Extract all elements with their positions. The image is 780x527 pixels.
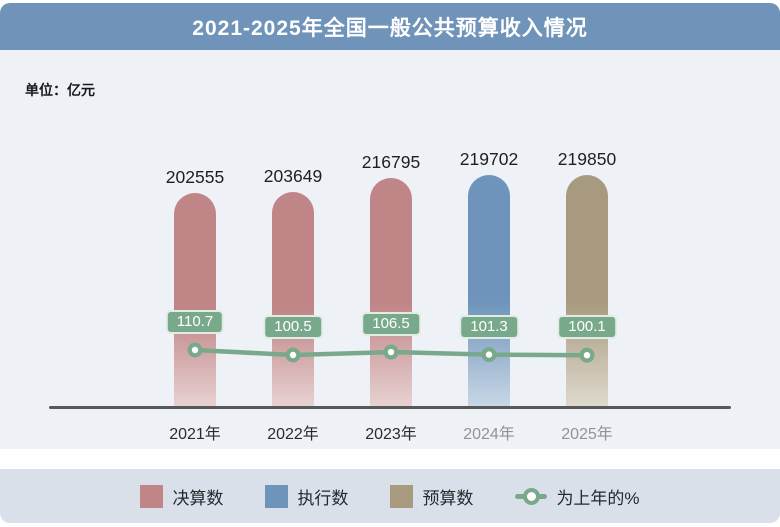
legend-swatch (265, 484, 289, 508)
percentage-badge: 110.7 (165, 310, 225, 334)
bar-value-label: 202555 (165, 167, 225, 187)
legend-item-决算数: 决算数 (140, 484, 223, 509)
page-title: 2021-2025年全国一般公共预算收入情况 (192, 16, 588, 40)
chart-card: 2021-2025年全国一般公共预算收入情况 单位：亿元 202555 20364… (0, 3, 780, 523)
x-axis-label-2022年: 2022年 (267, 426, 319, 443)
percentage-badge: 106.5 (361, 312, 421, 337)
unit-label: 单位：亿元 (25, 82, 95, 98)
x-axis-label-2024年: 2024年 (463, 426, 515, 443)
bar-2023年 (370, 178, 412, 406)
percentage-badge: 100.5 (263, 314, 323, 339)
bar-2021年 (174, 193, 216, 406)
legend-item-为上年的%: 为上年的% (515, 484, 640, 509)
x-axis-label-2023年: 2023年 (365, 426, 417, 443)
bar-value-label: 216795 (361, 152, 421, 172)
separator-band (0, 449, 780, 469)
legend-item-执行数: 执行数 (265, 484, 348, 509)
bar-value-label: 219850 (557, 149, 617, 169)
legend-swatch (390, 484, 414, 508)
bar-value-label: 203649 (263, 166, 323, 186)
bar-2025年 (566, 175, 608, 406)
legend-label: 为上年的% (556, 488, 640, 508)
bar-2024年 (468, 175, 510, 406)
x-axis-label-2021年: 2021年 (169, 426, 221, 443)
legend-line-marker-icon (515, 487, 548, 505)
bar-value-label: 219702 (459, 149, 519, 169)
x-axis-label-2025年: 2025年 (561, 426, 613, 443)
chart-legend: 决算数 执行数 预算数 为上年的% (0, 469, 780, 523)
percentage-badge: 100.1 (557, 315, 617, 340)
legend-label: 决算数 (172, 488, 224, 508)
legend-label: 预算数 (422, 488, 474, 508)
title-bar: 2021-2025年全国一般公共预算收入情况 (0, 3, 780, 50)
legend-donut-marker (523, 487, 541, 505)
x-axis-line (49, 406, 731, 409)
legend-swatch (140, 484, 164, 508)
chart-area: 单位：亿元 202555 203649 216795 219702 219850 2021… (0, 50, 780, 449)
bar-2022年 (272, 192, 314, 406)
legend-label: 执行数 (297, 488, 349, 508)
legend-item-预算数: 预算数 (390, 484, 473, 509)
percentage-badge: 101.3 (459, 314, 519, 339)
